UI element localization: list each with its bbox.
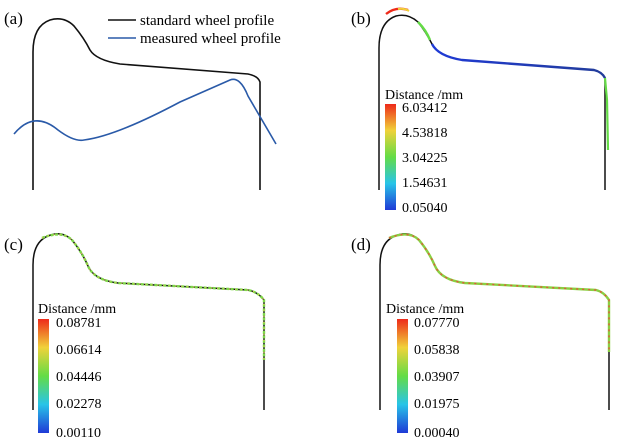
- panel-c-distance-overlay-accent: [41, 233, 265, 360]
- colorbar-b-tick-0: 6.03412: [402, 101, 448, 116]
- colorbar-b-tick-4: 0.05040: [402, 201, 448, 216]
- colorbar-d-tick-4: 0.00040: [414, 426, 460, 441]
- colorbar-d-title: Distance /mm: [386, 302, 464, 317]
- colorbar-c-tick-1: 0.06614: [56, 343, 102, 358]
- panel-d: (d) Distance /mm 0.07770 0.05838 0.03907…: [351, 233, 611, 441]
- colorbar-d-tick-0: 0.07770: [414, 316, 460, 331]
- panel-b-distance-overlay-flange: [417, 21, 432, 41]
- panel-b-label: (b): [351, 9, 371, 28]
- legend-measured-label: measured wheel profile: [140, 31, 281, 47]
- panel-a-label: (a): [4, 9, 23, 28]
- panel-d-label: (d): [351, 235, 371, 254]
- panel-c: (c) Distance /mm 0.08781 0.06614 0.04446…: [4, 233, 266, 441]
- panel-d-distance-overlay: [388, 233, 611, 352]
- standard-wheel-profile: [32, 18, 261, 190]
- colorbar-b-gradient: [385, 104, 396, 210]
- colorbar-c-tick-3: 0.02278: [56, 397, 102, 412]
- colorbar-d: Distance /mm 0.07770 0.05838 0.03907 0.0…: [386, 302, 464, 441]
- colorbar-d-tick-3: 0.01975: [414, 397, 460, 412]
- colorbar-b-tick-2: 3.04225: [402, 151, 448, 166]
- panel-c-distance-overlay: [41, 233, 266, 360]
- panel-d-distance-overlay-accent: [388, 233, 610, 352]
- colorbar-b: Distance /mm 6.03412 4.53818 3.04225 1.5…: [385, 88, 463, 216]
- colorbar-b-tick-1: 4.53818: [402, 126, 448, 141]
- legend: standard wheel profile measured wheel pr…: [108, 13, 281, 47]
- colorbar-d-tick-1: 0.05838: [414, 343, 460, 358]
- panel-b-distance-overlay-tip2: [397, 7, 410, 12]
- colorbar-b-title: Distance /mm: [385, 88, 463, 103]
- panel-c-label: (c): [4, 235, 23, 254]
- panel-b-distance-overlay-rim: [603, 77, 610, 151]
- colorbar-c-tick-4: 0.00110: [56, 426, 101, 441]
- panel-a: (a) standard wheel profile measured whee…: [4, 9, 281, 190]
- colorbar-c-tick-2: 0.04446: [56, 370, 102, 385]
- colorbar-c-title: Distance /mm: [38, 302, 116, 317]
- colorbar-d-tick-2: 0.03907: [414, 370, 460, 385]
- colorbar-c-gradient: [38, 319, 49, 433]
- panel-b-distance-overlay-main: [430, 43, 607, 79]
- colorbar-c: Distance /mm 0.08781 0.06614 0.04446 0.0…: [38, 302, 116, 441]
- measured-wheel-profile: [13, 78, 277, 145]
- colorbar-c-tick-0: 0.08781: [56, 316, 102, 331]
- legend-standard-label: standard wheel profile: [140, 13, 274, 29]
- panel-b: (b) Distance /mm 6.03412 4.53818 3.04225…: [351, 7, 610, 216]
- colorbar-b-tick-3: 1.54631: [402, 176, 448, 191]
- colorbar-d-gradient: [397, 319, 408, 433]
